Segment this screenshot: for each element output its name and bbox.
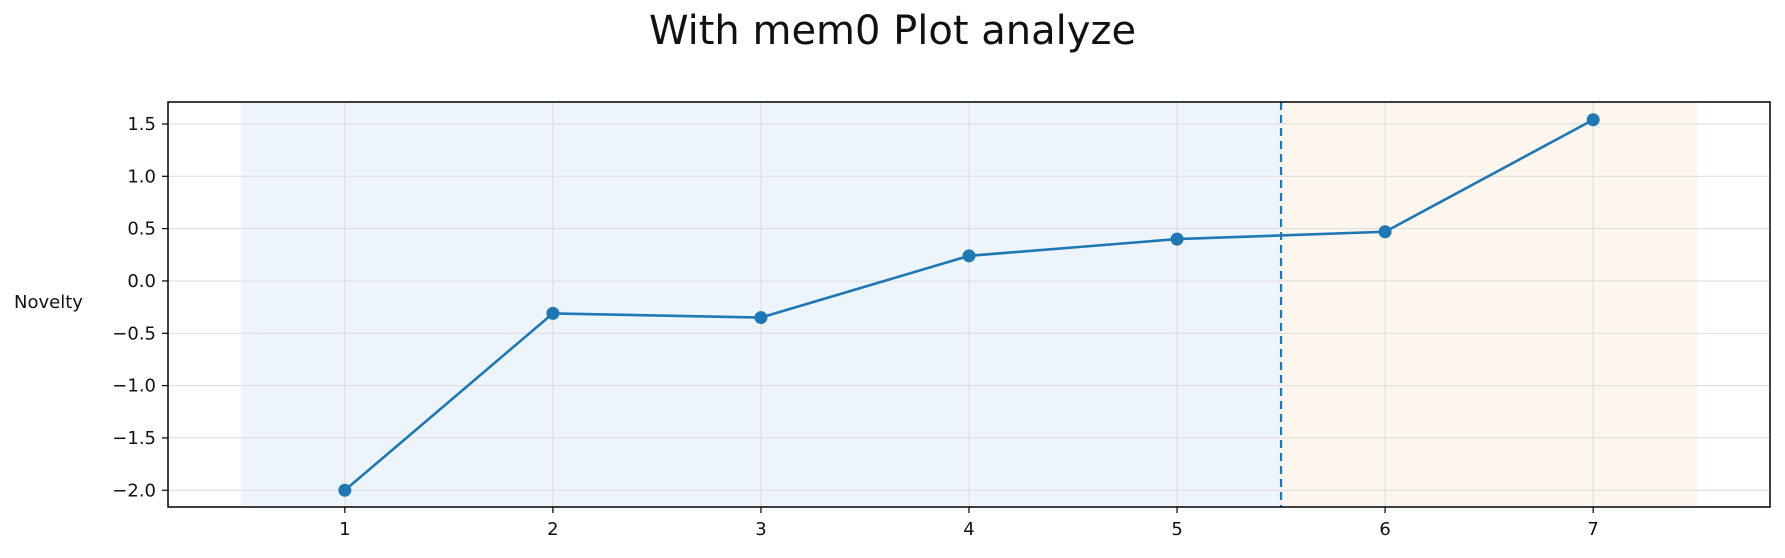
y-tick-label: 1.0 xyxy=(127,166,156,187)
data-point xyxy=(1378,225,1392,239)
shaded-region xyxy=(1281,102,1698,507)
series-group xyxy=(338,113,1600,497)
x-tick-label: 4 xyxy=(963,519,974,540)
data-point xyxy=(1586,113,1600,127)
x-tick-label: 5 xyxy=(1171,519,1182,540)
x-ticks: 1 2 3 4 5 6 7 xyxy=(339,507,1599,540)
data-point xyxy=(754,311,768,325)
y-tick-label: 0.5 xyxy=(127,219,156,240)
y-tick-label: −1.5 xyxy=(112,428,156,449)
y-tick-label: −0.5 xyxy=(112,323,156,344)
y-tick-label: −2.0 xyxy=(112,480,156,501)
x-tick-label: 2 xyxy=(547,519,558,540)
x-tick-label: 1 xyxy=(339,519,350,540)
y-tick-label: 1.5 xyxy=(127,114,156,135)
data-point xyxy=(546,306,560,320)
data-point xyxy=(338,483,352,497)
x-tick-label: 7 xyxy=(1587,519,1598,540)
data-point xyxy=(962,249,976,263)
y-tick-label: 0.0 xyxy=(127,271,156,292)
y-axis-label: Novelty xyxy=(14,292,83,313)
y-ticks: −2.0 −1.5 −1.0 −0.5 0.0 0.5 1.0 1.5 xyxy=(112,114,168,501)
x-tick-label: 3 xyxy=(755,519,766,540)
y-tick-label: −1.0 xyxy=(112,376,156,397)
data-point xyxy=(1170,232,1184,246)
x-tick-label: 6 xyxy=(1379,519,1390,540)
chart-title: With mem0 Plot analyze xyxy=(648,8,1137,54)
gridlines xyxy=(168,102,1770,507)
